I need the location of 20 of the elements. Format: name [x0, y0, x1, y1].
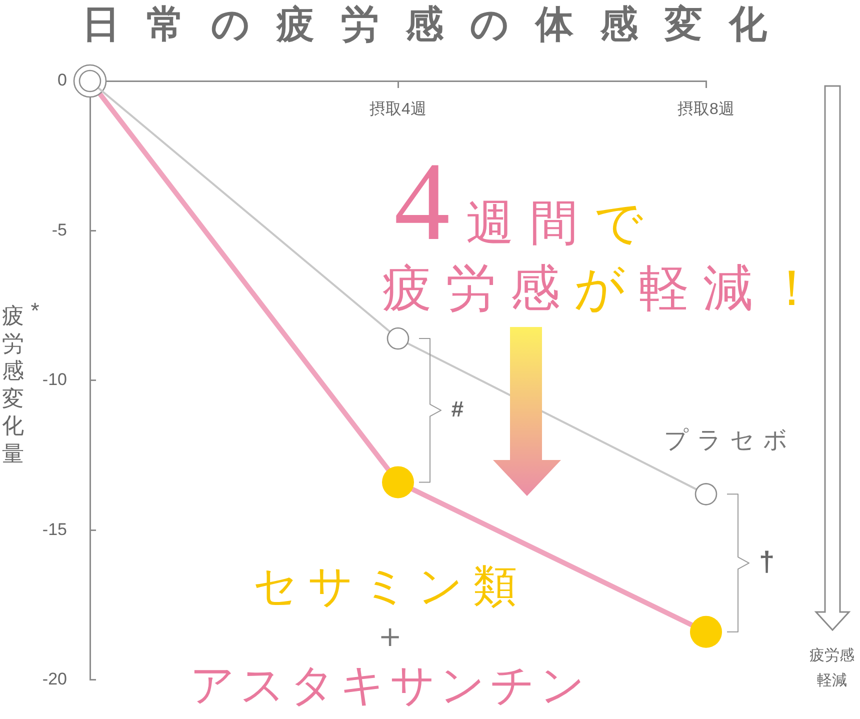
- series-label: プラセボ: [664, 426, 797, 456]
- series-label: セサミン類＋アスタキサンチン: [189, 562, 591, 711]
- y-tick-label: -10: [42, 370, 67, 390]
- y-tick-label: -20: [42, 669, 67, 688]
- chart-title: 日常の疲労感の体感変化: [82, 3, 794, 48]
- point: [694, 483, 718, 506]
- x-tick-label: 摂取4週: [370, 101, 426, 118]
- y-tick-label: -5: [52, 220, 67, 240]
- text: †: [759, 546, 775, 577]
- y-axis-title: 疲労感変化量: [1, 302, 25, 467]
- y-tick-label: 0: [58, 70, 67, 90]
- x-tick-label: 摂取8週: [678, 101, 734, 118]
- point: [386, 327, 410, 350]
- annotation: #: [451, 396, 464, 422]
- text: 疲労感軽減: [809, 646, 855, 691]
- y-tick-label: -15: [42, 520, 67, 539]
- text: *: [30, 298, 40, 323]
- point: [382, 466, 414, 498]
- annotation: 疲労感が軽減！: [382, 260, 831, 316]
- point: [690, 616, 722, 648]
